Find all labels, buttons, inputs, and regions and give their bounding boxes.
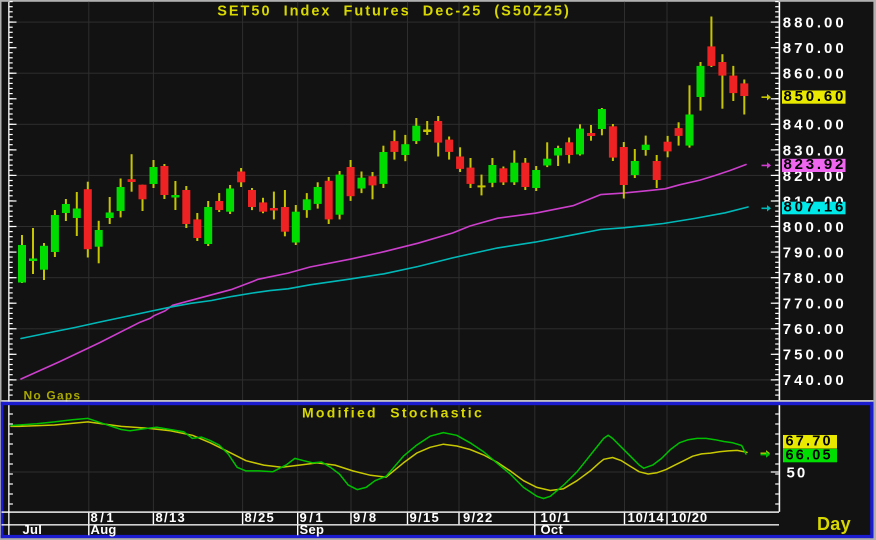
svg-text:8/25: 8/25 — [245, 510, 276, 525]
svg-text:Oct: Oct — [541, 522, 564, 537]
svg-text:No Gaps: No Gaps — [24, 388, 82, 402]
svg-text:SET50 Index Futures Dec-25: SET50 Index Futures Dec-25 (S50Z25) — [217, 4, 571, 20]
svg-text:9/8: 9/8 — [353, 510, 379, 525]
svg-text:10/20: 10/20 — [671, 510, 708, 525]
svg-text:50: 50 — [787, 465, 808, 482]
svg-text:830.00: 830.00 — [783, 142, 847, 159]
svg-text:750.00: 750.00 — [783, 347, 847, 364]
svg-text:740.00: 740.00 — [783, 372, 847, 389]
svg-text:823.92: 823.92 — [784, 156, 847, 173]
svg-text:770.00: 770.00 — [783, 296, 847, 313]
svg-text:66.05: 66.05 — [786, 448, 833, 464]
svg-text:Sep: Sep — [300, 522, 325, 537]
svg-text:820.00: 820.00 — [783, 168, 847, 185]
svg-text:9/22: 9/22 — [463, 510, 494, 525]
svg-text:9/1: 9/1 — [300, 510, 326, 525]
svg-text:807.16: 807.16 — [784, 199, 847, 216]
svg-text:10/14: 10/14 — [628, 510, 665, 525]
svg-text:800.00: 800.00 — [783, 219, 847, 236]
svg-text:67.70: 67.70 — [786, 434, 833, 450]
svg-text:Modified Stochastic: Modified Stochastic — [302, 405, 484, 421]
svg-text:Day: Day — [817, 514, 851, 534]
svg-text:8/13: 8/13 — [156, 510, 187, 525]
svg-text:840.00: 840.00 — [783, 117, 847, 134]
svg-text:Aug: Aug — [91, 522, 117, 537]
svg-text:Jul: Jul — [23, 522, 43, 537]
svg-text:9/15: 9/15 — [410, 510, 441, 525]
svg-text:8/1: 8/1 — [91, 510, 117, 525]
svg-text:790.00: 790.00 — [783, 245, 847, 262]
svg-text:760.00: 760.00 — [783, 321, 847, 338]
svg-text:780.00: 780.00 — [783, 270, 847, 287]
svg-text:860.00: 860.00 — [783, 66, 847, 83]
svg-text:10/1: 10/1 — [541, 510, 572, 525]
svg-text:850.60: 850.60 — [784, 88, 847, 105]
svg-text:880.00: 880.00 — [783, 15, 847, 32]
svg-text:870.00: 870.00 — [783, 40, 847, 57]
